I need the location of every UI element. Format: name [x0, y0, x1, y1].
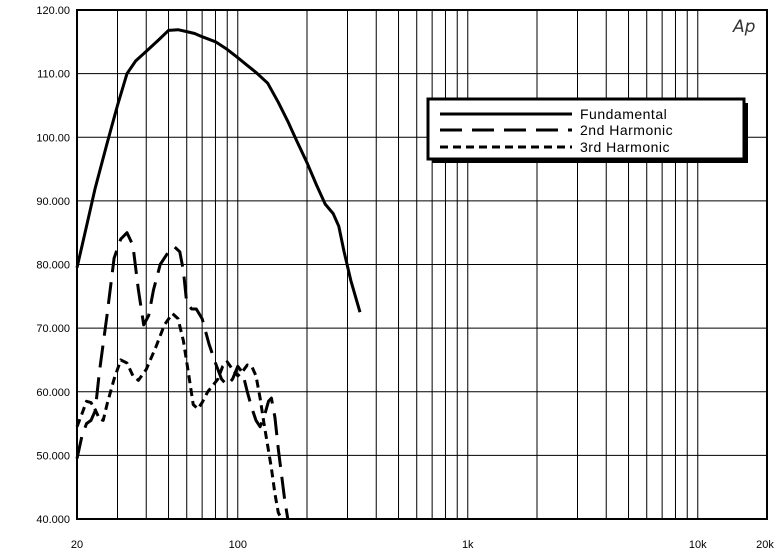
y-tick-label: 60.000 — [36, 387, 70, 399]
y-tick-label: 120.00 — [36, 5, 70, 17]
x-tick-label: 1k — [462, 539, 474, 551]
y-tick-label: 50.000 — [36, 450, 70, 462]
series-line-2nd-harmonic — [75, 231, 290, 520]
y-tick-label: 40.000 — [36, 514, 70, 526]
x-tick-label: 20k — [756, 539, 774, 551]
y-tick-label: 100.00 — [36, 132, 70, 144]
y-tick-label: 70.000 — [36, 323, 70, 335]
series-lines — [75, 28, 362, 520]
x-axis-ticks: 20 100 1k 10k 20k — [71, 539, 774, 551]
legend-label-2nd-harmonic: 2nd Harmonic — [580, 122, 673, 138]
grid — [77, 10, 767, 519]
y-tick-label: 80.000 — [36, 260, 70, 272]
x-tick-label: 20 — [71, 539, 83, 551]
x-tick-label: 100 — [229, 539, 247, 551]
legend: Fundamental 2nd Harmonic 3rd Harmonic — [426, 97, 748, 163]
series-line-3rd-harmonic — [75, 312, 283, 520]
legend-label-3rd-harmonic: 3rd Harmonic — [580, 139, 670, 155]
y-tick-label: 90.000 — [36, 196, 70, 208]
y-tick-label: 110.00 — [37, 69, 70, 81]
legend-label-fundamental: Fundamental — [580, 106, 667, 122]
y-axis-ticks: 40.000 50.000 60.000 70.000 80.000 90.000 100.… — [36, 5, 70, 526]
ap-logo: Ap — [732, 17, 756, 37]
x-tick-label: 10k — [689, 539, 707, 551]
series-line-fundamental — [75, 28, 362, 313]
